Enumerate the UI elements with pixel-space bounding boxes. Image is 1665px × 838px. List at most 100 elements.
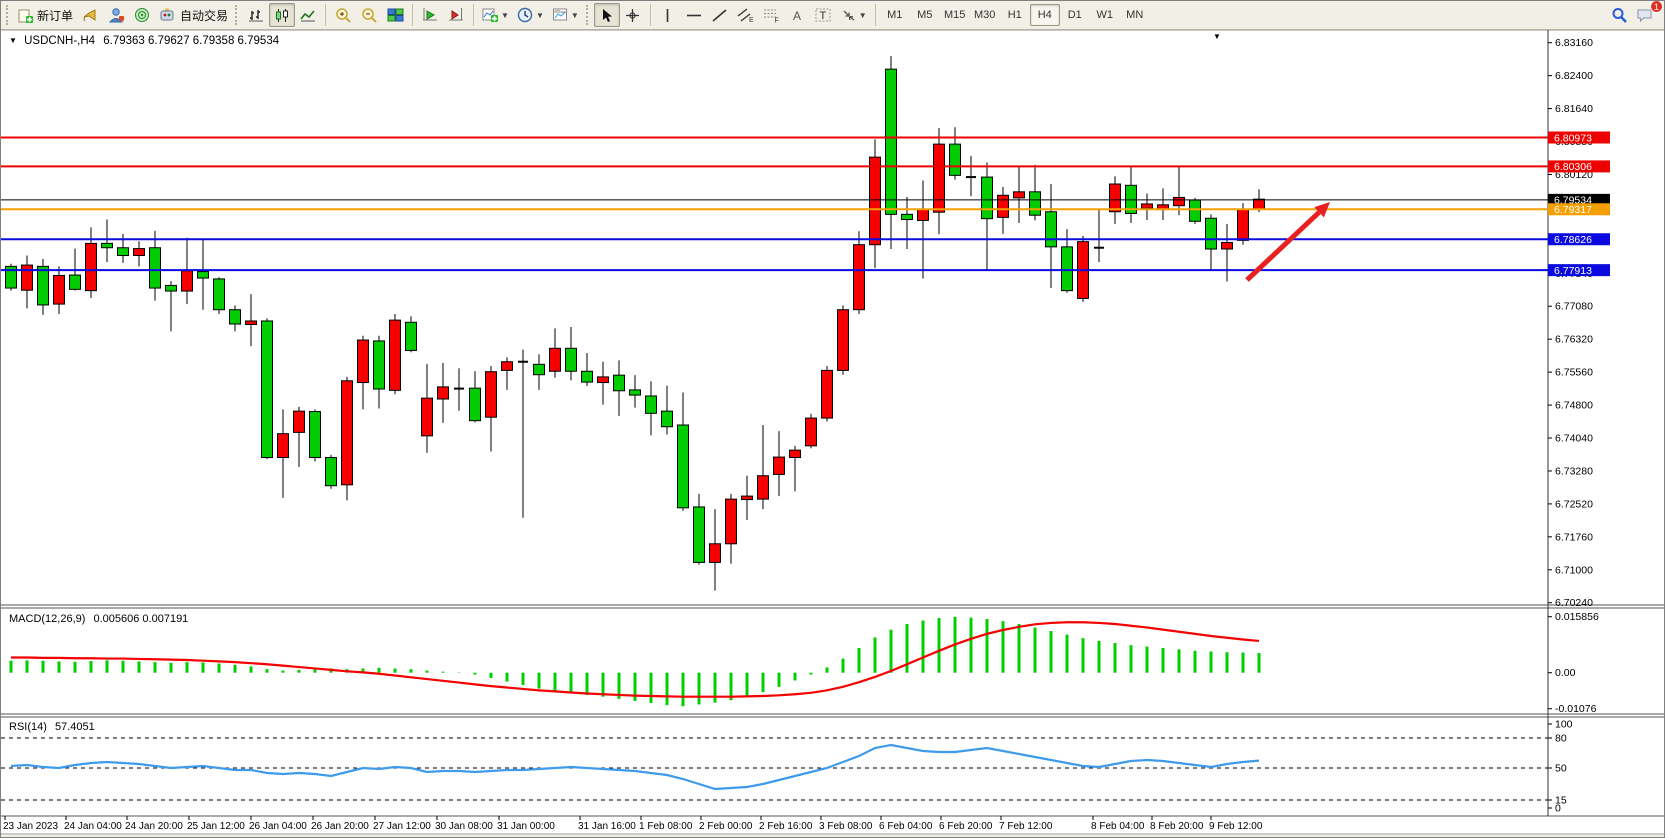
line-chart-icon <box>300 9 316 21</box>
trendline-button[interactable] <box>707 3 733 27</box>
fibonacci-button[interactable]: F <box>759 3 785 27</box>
macd-name: MACD(12,26,9) <box>9 613 86 625</box>
notification-badge: 1 <box>1650 1 1663 13</box>
arrows-button[interactable]: ▼ <box>837 3 871 27</box>
timeframe-mn-button[interactable]: MN <box>1120 4 1150 26</box>
price-level-badge <box>1548 233 1610 246</box>
search-button[interactable] <box>1606 3 1632 27</box>
macd-axis-label: 0.00 <box>1555 667 1576 679</box>
rsi-axis-label: 80 <box>1555 733 1567 745</box>
timeframe-h4-button[interactable]: H4 <box>1029 4 1060 26</box>
candle <box>565 327 577 381</box>
rsi-name: RSI(14) <box>9 721 47 733</box>
text-label-button[interactable]: T <box>811 3 837 27</box>
cursor-icon <box>602 8 612 22</box>
price-tick-label: 6.73280 <box>1555 465 1593 477</box>
price-level-badge <box>1548 131 1610 144</box>
price-level-badge <box>1548 203 1610 216</box>
timeframe-m15-button[interactable]: M15 <box>940 4 970 26</box>
timeframe-m1-button[interactable]: M1 <box>880 4 910 26</box>
price-level-badge-label: 6.77913 <box>1554 265 1592 277</box>
price-level-badge <box>1548 160 1610 173</box>
macd-indicator-label: MACD(12,26,9) 0.005606 0.007191 <box>9 613 188 625</box>
market-radar-icon <box>134 8 149 22</box>
toolbar-separator <box>874 4 876 26</box>
profiles-button[interactable] <box>103 3 129 27</box>
candle <box>165 281 177 332</box>
candle <box>197 238 209 310</box>
candle <box>853 231 865 315</box>
time-label: 23 Jan 2023 <box>3 821 58 832</box>
candle <box>1189 197 1201 224</box>
rsi-indicator-label: RSI(14) 57.4051 <box>9 721 95 733</box>
time-label: 7 Feb 12:00 <box>999 821 1053 832</box>
zoom-in-icon <box>335 8 351 23</box>
timeframe-w1-button[interactable]: W1 <box>1090 4 1120 26</box>
auto-scroll-button[interactable] <box>417 3 443 27</box>
candle <box>933 128 945 235</box>
toolbar-separator <box>473 4 475 26</box>
candle <box>805 413 817 449</box>
chart-shift-button[interactable] <box>443 3 469 27</box>
candle <box>1173 165 1185 216</box>
indicators-button[interactable]: ▼ <box>478 3 513 27</box>
horizontal-line-button[interactable] <box>681 3 707 27</box>
bar-chart-button[interactable] <box>243 3 269 27</box>
templates-icon <box>552 8 567 21</box>
zoom-out-button[interactable] <box>356 3 382 27</box>
tile-windows-button[interactable] <box>382 3 408 27</box>
candle <box>949 127 961 180</box>
market-radar-button[interactable] <box>129 3 155 27</box>
candle <box>261 318 273 460</box>
svg-text:E: E <box>749 17 754 23</box>
sound-button[interactable] <box>77 3 103 27</box>
candle <box>821 366 833 422</box>
rsi-axis-label: 100 <box>1555 719 1573 731</box>
time-label: 8 Feb 04:00 <box>1091 821 1145 832</box>
candle <box>901 197 913 250</box>
timeframe-d1-button[interactable]: D1 <box>1060 4 1090 26</box>
vertical-line-button[interactable] <box>655 3 681 27</box>
new-order-button[interactable]: 新订单 <box>14 3 77 27</box>
dropdown-caret: ▼ <box>858 10 867 20</box>
collapse-triangle-icon[interactable]: ▼ <box>9 36 17 45</box>
equidistant-channel-button[interactable]: E <box>733 3 759 27</box>
templates-button[interactable]: ▼ <box>548 3 583 27</box>
periods-button[interactable]: ▼ <box>513 3 548 27</box>
candlestick-chart-icon <box>276 8 289 22</box>
candle <box>245 294 257 347</box>
toolbar-grip[interactable] <box>6 5 11 25</box>
text-button[interactable]: A <box>785 3 811 27</box>
auto-trading-icon <box>160 8 174 21</box>
timeframe-h1-button[interactable]: H1 <box>1000 4 1030 26</box>
candlestick-chart-button[interactable] <box>269 3 296 27</box>
candle <box>966 155 976 197</box>
dropdown-caret: ▼ <box>501 10 509 20</box>
crosshair-button[interactable] <box>620 3 646 27</box>
cursor-button[interactable] <box>593 3 620 27</box>
price-tick-label: 6.77080 <box>1555 301 1593 313</box>
time-label: 31 Jan 00:00 <box>497 821 555 832</box>
candle <box>373 335 385 409</box>
price-tick-label: 6.74800 <box>1555 400 1593 412</box>
toolbar-separator <box>649 4 651 26</box>
timeframe-m30-button[interactable]: M30 <box>970 4 1000 26</box>
candle <box>549 328 561 378</box>
candle <box>357 335 369 410</box>
trend-arrow-annotation[interactable] <box>1245 210 1321 282</box>
timeframe-m5-button[interactable]: M5 <box>910 4 940 26</box>
candle <box>693 493 705 565</box>
auto-trading-button[interactable]: 自动交易 <box>155 3 232 27</box>
toolbar-grip[interactable] <box>235 5 240 25</box>
candle <box>837 305 849 375</box>
zoom-in-button[interactable] <box>330 3 356 27</box>
time-label: 24 Jan 20:00 <box>125 821 183 832</box>
candle <box>229 305 241 332</box>
toolbar-grip[interactable] <box>585 5 591 25</box>
candle <box>325 454 337 489</box>
chart-shift-icon <box>448 8 463 21</box>
chat-icon <box>1637 9 1652 23</box>
line-chart-button[interactable] <box>295 3 321 27</box>
notifications-button[interactable]: 1 <box>1632 1 1663 27</box>
